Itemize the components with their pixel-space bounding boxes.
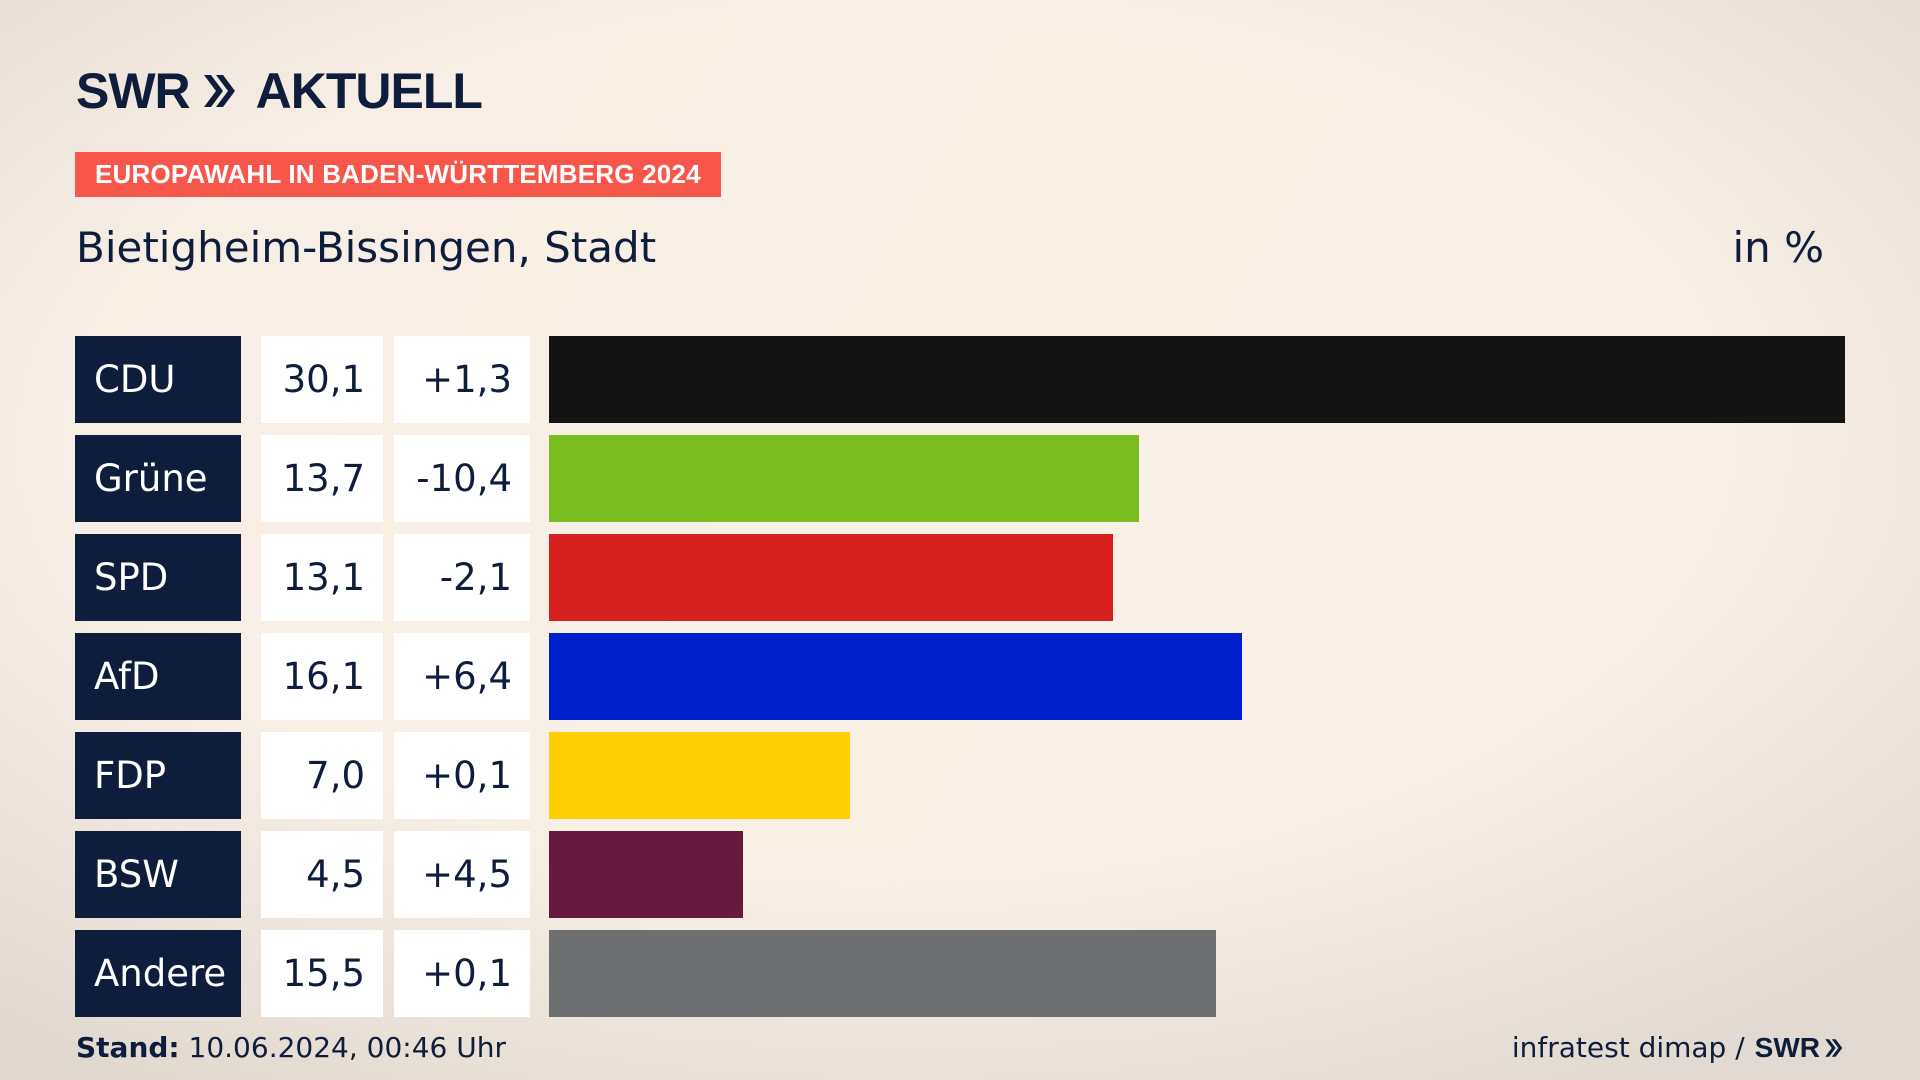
- vote-share-value: 4,5: [261, 831, 383, 918]
- chart-row: SPD 13,1 -2,1: [75, 534, 1845, 621]
- double-chevron-icon: [1825, 1039, 1843, 1057]
- change-value: +0,1: [394, 930, 530, 1017]
- logo-aktuell-text: AKTUELL: [255, 63, 483, 119]
- unit-label: in %: [1732, 223, 1824, 272]
- election-banner: EUROPAWAHL IN BADEN-WÜRTTEMBERG 2024: [75, 152, 721, 197]
- result-bar: [549, 732, 850, 819]
- double-chevron-icon: [203, 75, 235, 107]
- party-label: AfD: [75, 633, 241, 720]
- result-bar: [549, 534, 1113, 621]
- chart-row: Andere 15,5 +0,1: [75, 930, 1845, 1017]
- swr-small-logo: SWR: [1755, 1030, 1844, 1066]
- change-value: -10,4: [394, 435, 530, 522]
- party-label: Grüne: [75, 435, 241, 522]
- party-label: BSW: [75, 831, 241, 918]
- chart-row: AfD 16,1 +6,4: [75, 633, 1845, 720]
- page-title: Bietigheim-Bissingen, Stadt: [76, 223, 657, 272]
- swr-small-text: SWR: [1754, 1032, 1820, 1063]
- swr-aktuell-logo: SWR AKTUELL: [76, 63, 483, 119]
- change-value: -2,1: [394, 534, 530, 621]
- vote-share-value: 7,0: [261, 732, 383, 819]
- party-label: FDP: [75, 732, 241, 819]
- result-bar: [549, 336, 1845, 423]
- vote-share-value: 30,1: [261, 336, 383, 423]
- result-bar: [549, 633, 1242, 720]
- change-value: +1,3: [394, 336, 530, 423]
- change-value: +6,4: [394, 633, 530, 720]
- chart-row: CDU 30,1 +1,3: [75, 336, 1845, 423]
- party-label: SPD: [75, 534, 241, 621]
- timestamp: Stand: 10.06.2024, 00:46 Uhr: [76, 1030, 506, 1066]
- logo-swr-text: SWR: [76, 63, 191, 119]
- party-label: CDU: [75, 336, 241, 423]
- vote-share-value: 15,5: [261, 930, 383, 1017]
- stand-value: 10.06.2024, 00:46 Uhr: [188, 1031, 506, 1064]
- result-bar: [549, 930, 1216, 1017]
- source-credit: infratest dimap / SWR: [1512, 1030, 1844, 1066]
- chart-row: Grüne 13,7 -10,4: [75, 435, 1845, 522]
- chart-row: FDP 7,0 +0,1: [75, 732, 1845, 819]
- source-text: infratest dimap /: [1511, 1031, 1745, 1064]
- change-value: +0,1: [394, 732, 530, 819]
- party-label: Andere: [75, 930, 241, 1017]
- stand-label: Stand:: [76, 1031, 180, 1064]
- change-value: +4,5: [394, 831, 530, 918]
- vote-share-value: 13,7: [261, 435, 383, 522]
- result-bar: [549, 831, 743, 918]
- vote-share-value: 16,1: [261, 633, 383, 720]
- result-bar: [549, 435, 1139, 522]
- chart-row: BSW 4,5 +4,5: [75, 831, 1845, 918]
- vote-share-value: 13,1: [261, 534, 383, 621]
